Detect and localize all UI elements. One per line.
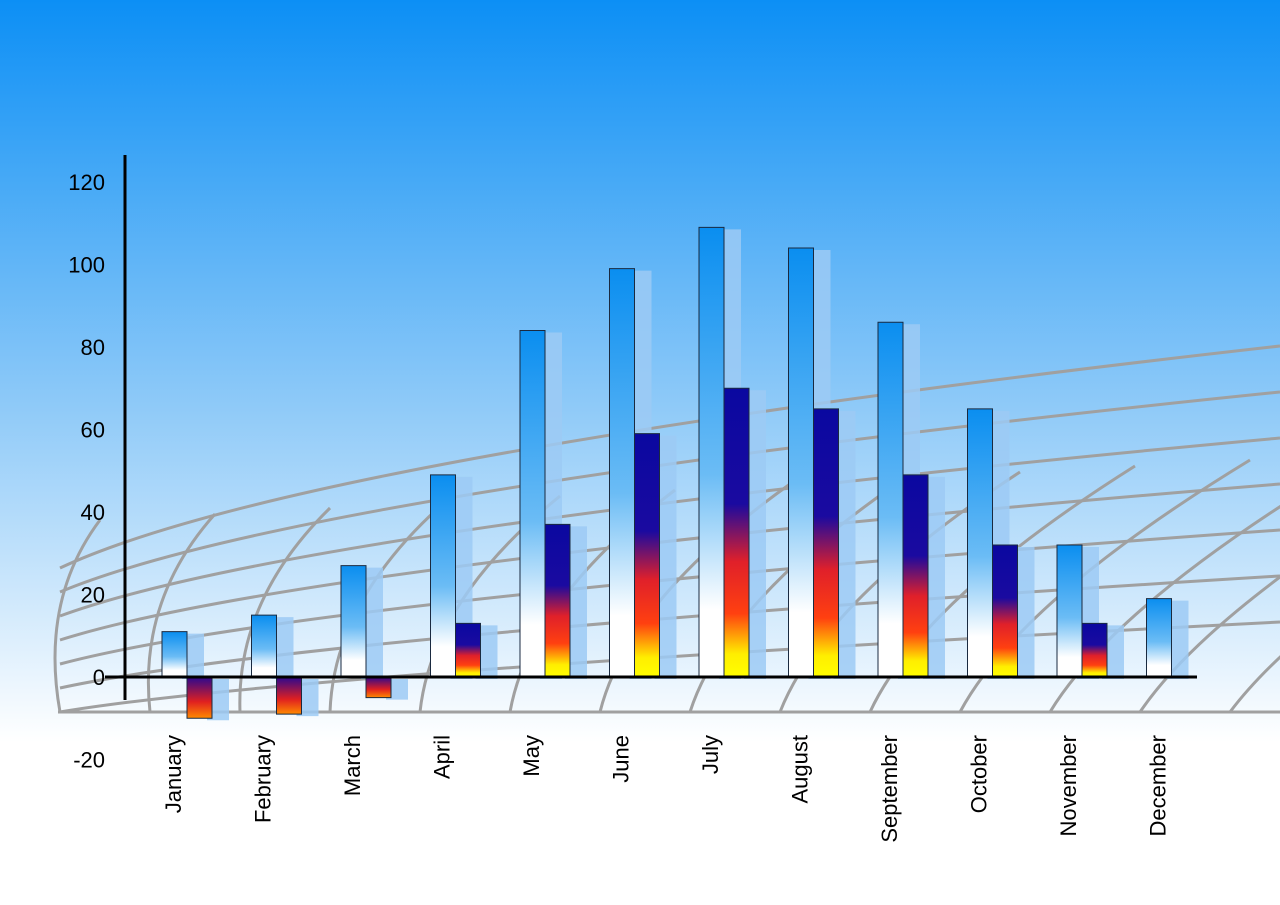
grid-line	[238, 506, 332, 713]
bar-september-series-1	[877, 321, 904, 678]
x-tick-label: January	[161, 735, 186, 813]
bar-july-series-1	[698, 226, 725, 678]
x-tick-labels: January February March April May June July Augu…	[161, 735, 1171, 843]
bar-february-series-2	[276, 676, 302, 715]
bar-may-series-1	[519, 330, 546, 678]
bar-october-series-1	[967, 408, 993, 678]
bar-april-series-1	[430, 474, 456, 678]
grid-line	[146, 512, 217, 713]
bar-june-series-2	[634, 433, 660, 678]
grid-line	[1048, 504, 1280, 713]
bar-november-series-2	[1081, 622, 1108, 678]
grid-line	[59, 344, 1280, 570]
y-tick-label: 80	[81, 335, 105, 360]
x-tick-label: August	[788, 735, 813, 804]
bar-august-series-2	[813, 408, 839, 678]
x-tick-label: July	[698, 735, 723, 774]
bar-february-series-1	[251, 614, 277, 678]
bar-october-series-2	[992, 544, 1018, 678]
y-tick-label: 100	[68, 253, 105, 278]
x-tick-label: November	[1056, 735, 1081, 836]
y-tick-label: 0	[93, 665, 105, 690]
grid-line	[868, 464, 1136, 713]
y-tick-label: 40	[81, 500, 105, 525]
x-tick-label: May	[519, 735, 544, 777]
grid-line	[53, 519, 102, 713]
x-tick-label: March	[340, 735, 365, 796]
x-tick-label: February	[251, 735, 276, 823]
bar-march-series-1	[340, 565, 367, 678]
x-tick-label: September	[877, 735, 902, 843]
bar-december-series-1	[1146, 598, 1172, 678]
bar-november-series-1	[1056, 544, 1083, 678]
x-tick-label: April	[430, 735, 455, 779]
bar-april-series-2	[455, 622, 481, 678]
grid-line	[1228, 655, 1280, 713]
bar-january-series-1	[161, 631, 188, 678]
bar-september-series-2	[902, 474, 929, 678]
y-tick-label: 120	[68, 170, 105, 195]
x-tick-label: June	[609, 735, 634, 783]
bar-june-series-1	[609, 268, 635, 678]
y-tick-label: 20	[81, 583, 105, 608]
x-tick-label: October	[967, 735, 992, 813]
bar-august-series-1	[788, 247, 814, 678]
bar-march-series-2	[365, 676, 392, 699]
y-tick-label: -20	[73, 748, 105, 773]
grid-line	[1138, 575, 1280, 713]
bar-january-series-2	[186, 676, 213, 719]
bars	[161, 226, 1189, 721]
bar-july-series-2	[723, 387, 750, 678]
x-tick-label: December	[1146, 735, 1171, 836]
y-tick-labels: -20 0 20 40 60 80 100 120	[68, 170, 105, 773]
y-tick-label: 60	[81, 418, 105, 443]
bar-may-series-2	[544, 523, 571, 678]
